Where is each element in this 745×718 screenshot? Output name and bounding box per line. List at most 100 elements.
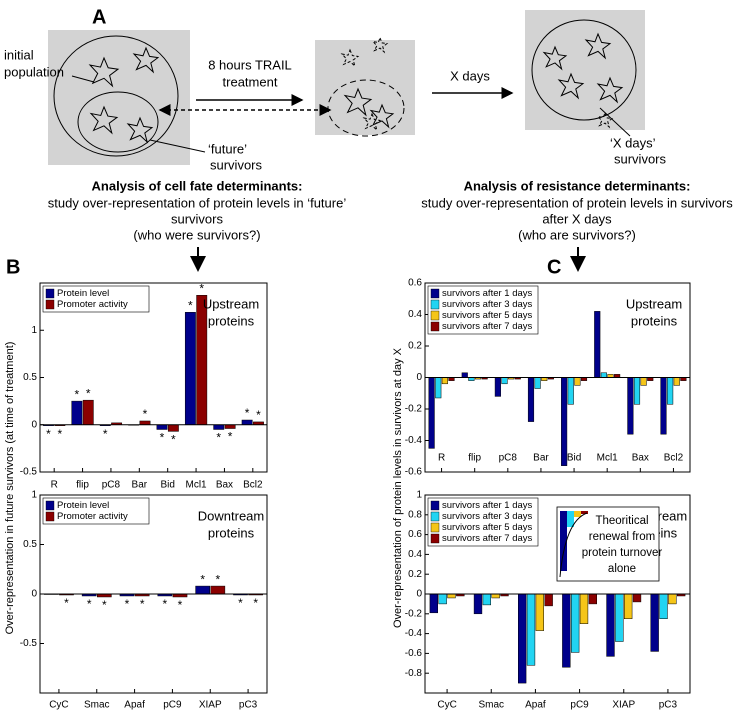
annotation: proteins — [208, 313, 255, 328]
y-tick-label: 0.5 — [23, 539, 37, 550]
bar — [561, 377, 568, 466]
heading: Analysis of cell fate determinants: — [92, 178, 303, 193]
x-tick-label: pC8 — [102, 480, 121, 491]
bar — [606, 593, 615, 657]
bar — [574, 377, 581, 386]
cell — [362, 112, 382, 132]
y-tick-label: 0.8 — [408, 509, 422, 520]
bar — [447, 593, 456, 599]
panel-label: B — [6, 256, 20, 278]
significance-marker: * — [188, 298, 193, 312]
annotation: Upstream — [203, 296, 259, 311]
x-tick-label: XIAP — [199, 700, 222, 711]
population — [53, 35, 179, 157]
label: treatment — [223, 74, 278, 89]
x-tick-label: pC8 — [499, 453, 518, 464]
leader — [599, 107, 631, 137]
y-tick-label: 1 — [416, 490, 422, 501]
x-tick-label: CyC — [437, 700, 456, 711]
legend-label: survivors after 5 days — [442, 310, 533, 321]
y-tick-label: 0.6 — [408, 278, 422, 289]
significance-marker: * — [245, 406, 250, 420]
bar — [640, 377, 647, 386]
y-tick-label: -0.4 — [405, 435, 423, 446]
cell — [371, 36, 389, 54]
legend-label: survivors after 3 days — [442, 511, 533, 522]
bar — [624, 593, 633, 619]
text: study over-representation of protein lev… — [48, 195, 347, 210]
bar — [82, 399, 94, 425]
cell — [340, 48, 360, 68]
y-tick-label: 0.5 — [23, 372, 37, 383]
significance-marker: * — [140, 597, 145, 611]
cell — [584, 32, 612, 60]
x-tick-label: Smac — [478, 700, 504, 711]
cell — [369, 103, 395, 129]
cell — [126, 116, 154, 144]
y-tick-label: 0 — [31, 589, 37, 600]
bar — [196, 295, 208, 425]
y-tick-label: -0.6 — [405, 648, 423, 659]
significance-marker: * — [125, 597, 130, 611]
bar — [167, 424, 179, 432]
bar — [660, 377, 667, 435]
significance-marker: * — [64, 596, 69, 610]
diagram — [48, 10, 645, 272]
bar — [659, 593, 668, 619]
significance-marker: * — [216, 431, 221, 445]
legend-swatch — [45, 511, 55, 522]
bar — [668, 593, 677, 605]
bar — [600, 372, 607, 378]
significance-marker: * — [143, 407, 148, 421]
bar — [534, 377, 541, 389]
x-tick-label: Apaf — [525, 700, 546, 711]
significance-marker: * — [46, 427, 51, 441]
text: (who are survivors?) — [518, 227, 636, 242]
legend-label: survivors after 5 days — [442, 522, 533, 533]
leader — [71, 75, 95, 83]
bar — [632, 593, 642, 603]
legend-swatch — [45, 299, 55, 310]
box — [525, 10, 645, 130]
bar — [527, 377, 535, 422]
bar — [535, 593, 545, 631]
significance-marker: * — [58, 427, 63, 441]
bar — [438, 593, 447, 605]
panel-label: C — [547, 256, 561, 278]
cells — [88, 32, 624, 144]
bar — [544, 593, 553, 607]
legend — [427, 497, 539, 547]
x-tick-label: flip — [76, 480, 89, 491]
x-tick-label: Smac — [84, 700, 110, 711]
significance-marker: * — [171, 433, 176, 447]
cell — [343, 87, 373, 117]
legend-swatch — [45, 500, 55, 511]
significance-marker: * — [228, 430, 233, 444]
y-axis-label: Over-representation in future survivors … — [4, 342, 16, 635]
note-bar — [581, 511, 588, 514]
legend-swatch — [430, 533, 440, 544]
cell — [88, 56, 120, 88]
label: population — [4, 64, 64, 79]
legend-swatch — [430, 500, 440, 511]
y-tick-label: -0.2 — [405, 404, 423, 415]
x-tick-label: Bar — [533, 453, 549, 464]
x-tick-label: Bax — [632, 453, 649, 464]
bar — [428, 377, 435, 449]
significance-marker: * — [256, 408, 261, 422]
bar — [482, 593, 491, 606]
bar — [526, 593, 536, 666]
label: X days — [450, 68, 490, 83]
y-tick-label: -0.5 — [20, 467, 38, 478]
text: study over-representation of protein lev… — [421, 195, 733, 210]
x-tick-label: XIAP — [612, 700, 635, 711]
y-tick-label: 0.2 — [408, 341, 422, 352]
y-tick-label: -0.6 — [405, 467, 423, 478]
y-tick-label: -0.4 — [405, 628, 423, 639]
legend-label: survivors after 7 days — [442, 321, 533, 332]
y-tick-label: 1 — [31, 325, 37, 336]
bar — [627, 377, 634, 435]
significance-marker: * — [163, 597, 168, 611]
legend-swatch — [430, 310, 440, 321]
